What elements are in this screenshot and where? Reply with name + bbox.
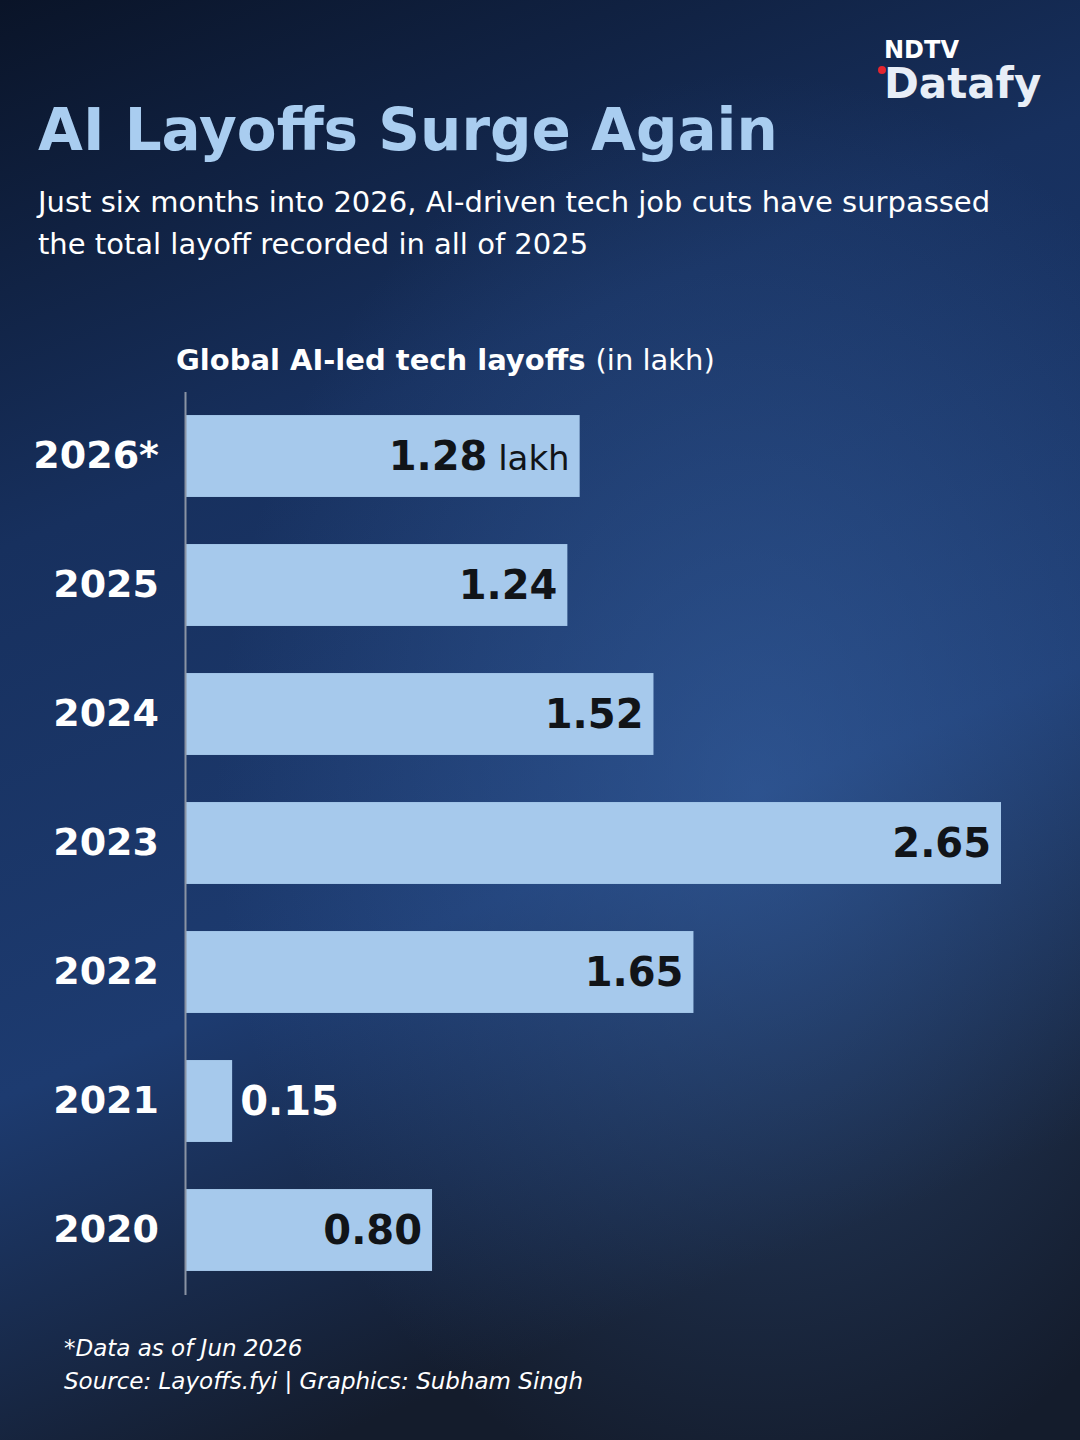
tick: 2022 [53,949,185,993]
bar [186,673,653,755]
tick-label: 2024 [53,691,159,735]
background-glow [0,0,1080,1440]
tick: 2026* [33,433,185,477]
bar [186,415,580,497]
tick: 2020 [53,1207,185,1251]
bar [186,1060,232,1142]
tick: 2025 [53,562,185,606]
background [0,0,1080,1440]
data-label: 0.80 [323,1207,422,1253]
tick-label: 2025 [53,562,159,606]
tick: 2023 [53,820,185,864]
axis-line [185,392,187,1295]
data-label: 1.65 [585,949,684,995]
data-label: 2.65 [892,820,991,866]
tick-label: 2020 [53,1207,159,1251]
data-label: 1.28 lakh [389,433,570,479]
data-labels: 1.28 lakh 1.24 1.52 2.65 1.65 0.15 0.80 [240,433,991,1253]
tick-label: 2021 [53,1078,159,1122]
data-label: 1.52 [545,691,644,737]
tick-label: 2022 [53,949,159,993]
bar [186,802,1001,884]
tick-label: 2026* [33,433,159,477]
bars [186,415,1001,1271]
data-label: 1.24 [459,562,558,608]
bar [186,931,693,1013]
tick-label: 2023 [53,820,159,864]
subtitle: Just six months into 2026, AI-driven tec… [36,185,990,261]
bar [186,1189,432,1271]
chart: NDTVDatafyAI Layoffs Surge AgainJust six… [0,0,1080,1440]
bar [186,544,567,626]
y-axis: 2026* 2025 2024 2023 2022 2021 2020 [33,392,185,1295]
note: Source: Layoffs.fyi | Graphics: Subham S… [64,1368,583,1394]
tick: 2024 [53,691,185,735]
note: *Data as of Jun 2026 [64,1335,302,1361]
title: AI Layoffs Surge Again [38,96,778,164]
tick: 2021 [53,1078,185,1122]
brand-main: Datafy [884,59,1041,108]
axis-title: Global AI-led tech layoffs (in lakh) [176,343,715,377]
data-label: 0.15 [240,1078,339,1124]
